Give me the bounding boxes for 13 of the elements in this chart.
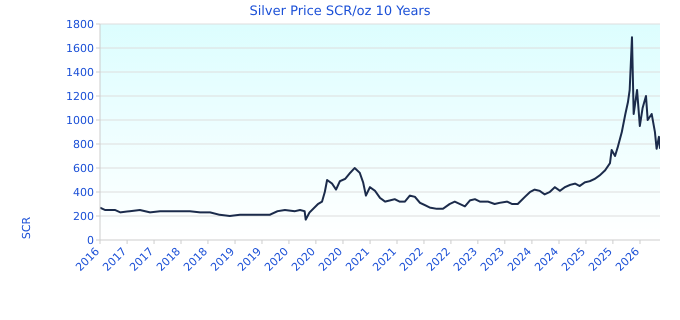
y-tick-label: 1800 <box>66 18 94 31</box>
y-tick-label: 400 <box>73 186 94 199</box>
y-tick-label: 1400 <box>66 66 94 79</box>
y-tick-label: 0 <box>87 234 94 247</box>
y-tick-label: 600 <box>73 162 94 175</box>
y-tick-label: 1200 <box>66 90 94 103</box>
y-tick-label: 1000 <box>66 114 94 127</box>
chart-title: Silver Price SCR/oz 10 Years <box>248 4 432 19</box>
line-series <box>100 36 660 221</box>
y-tick-label: 800 <box>73 138 94 151</box>
y-tick-label: 1600 <box>66 42 94 55</box>
y-axis-title: SCR <box>20 216 33 240</box>
y-tick-label: 200 <box>73 210 94 223</box>
